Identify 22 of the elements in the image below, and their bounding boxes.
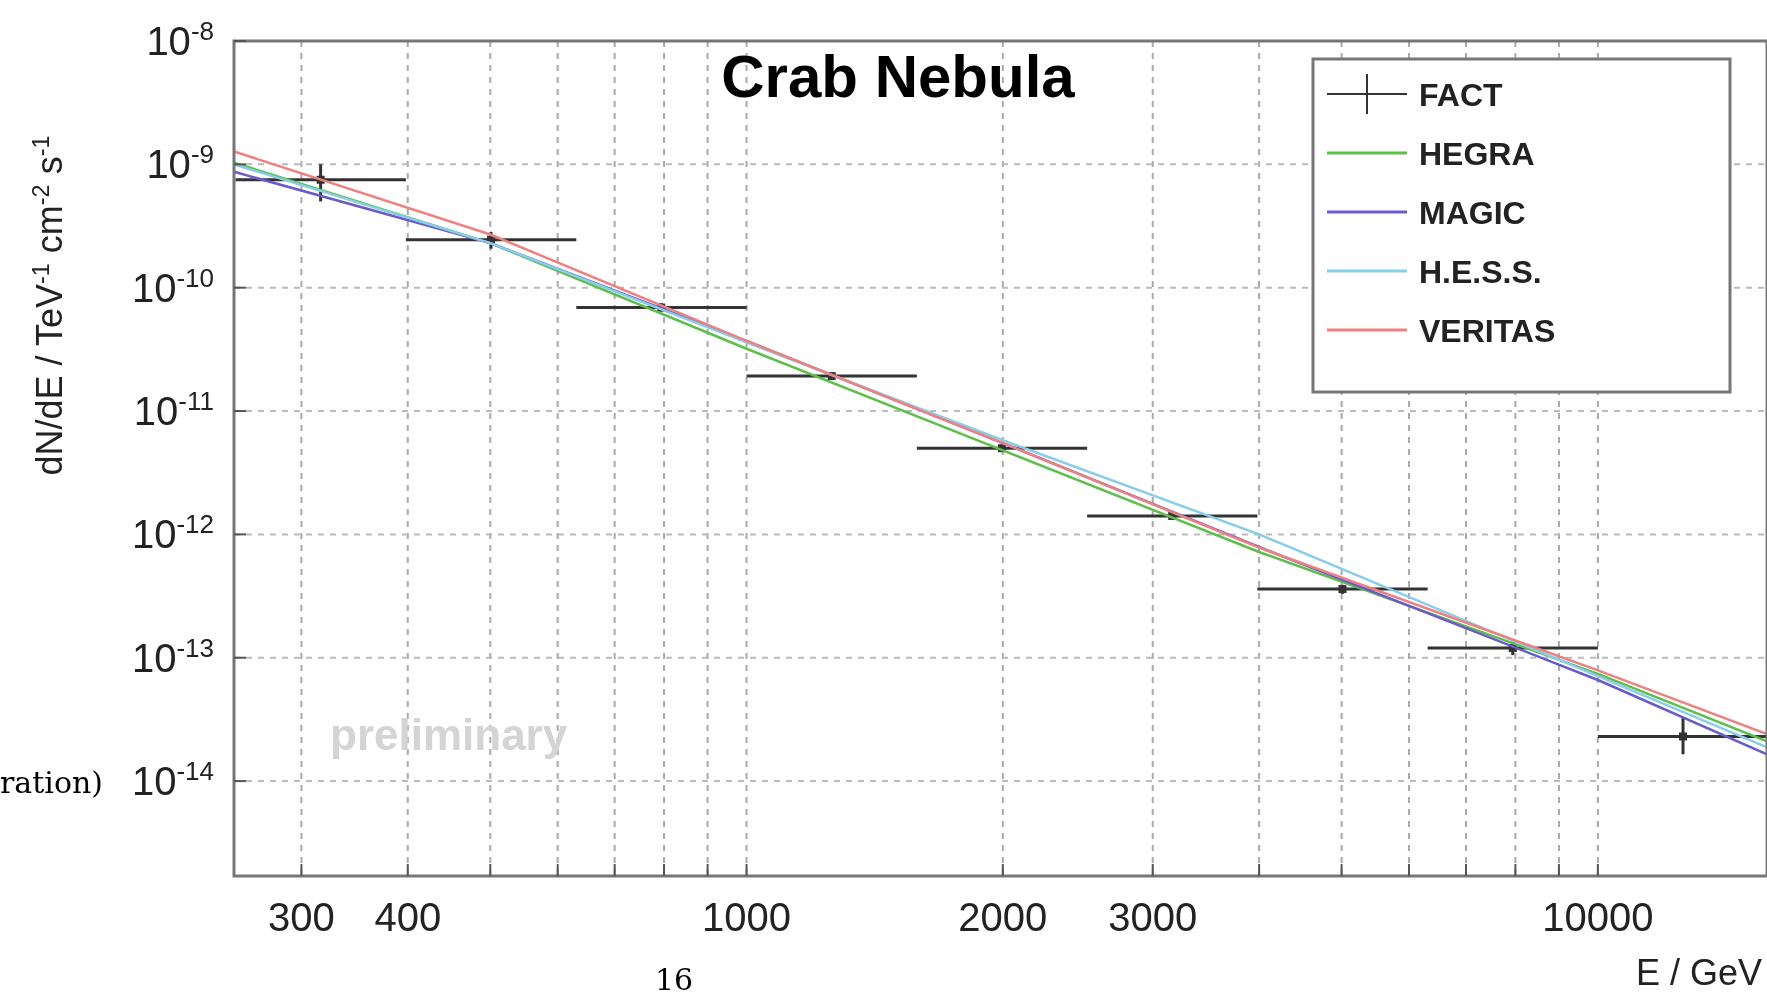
y-tick-label: 10$^{-8}$ [146,16,214,63]
x-tick-label: 400 [374,895,442,939]
text: ration) [0,765,103,800]
text: 16 [654,962,694,997]
legend-label: HEGRA [1419,136,1535,172]
x-tick-label: 10000 [1542,895,1654,939]
x-tick-label: 2000 [958,895,1048,939]
x-tick-label: 300 [268,895,335,939]
x-tick-label: 1000 [702,895,792,939]
y-tick-label: 10$^{-13}$ [131,632,214,680]
y-tick-label: 10$^{-12}$ [131,509,214,557]
legend-label: FACT [1419,77,1503,113]
legend-label: MAGIC [1419,195,1526,231]
x-tick-label: 3000 [1108,895,1198,939]
y-tick-label: 10$^{-9}$ [146,139,214,187]
chart-title: Crab Nebula [721,43,1076,110]
y-tick-label: 10$^{-14}$ [131,756,214,804]
y-tick-label: 10$^{-11}$ [133,386,214,434]
x-axis-title: E / GeV [1635,952,1762,993]
y-tick-label: 10$^{-10}$ [131,262,214,310]
legend-label: VERITAS [1419,313,1556,349]
legend-label: H.E.S.S. [1419,254,1542,290]
